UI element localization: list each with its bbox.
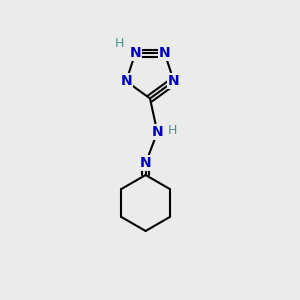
Text: N: N xyxy=(120,74,132,88)
Text: N: N xyxy=(168,74,180,88)
Text: H: H xyxy=(167,124,177,137)
Text: N: N xyxy=(140,156,152,170)
Text: N: N xyxy=(152,125,163,139)
Text: N: N xyxy=(130,46,141,60)
Text: N: N xyxy=(159,46,170,60)
Text: H: H xyxy=(114,37,124,50)
